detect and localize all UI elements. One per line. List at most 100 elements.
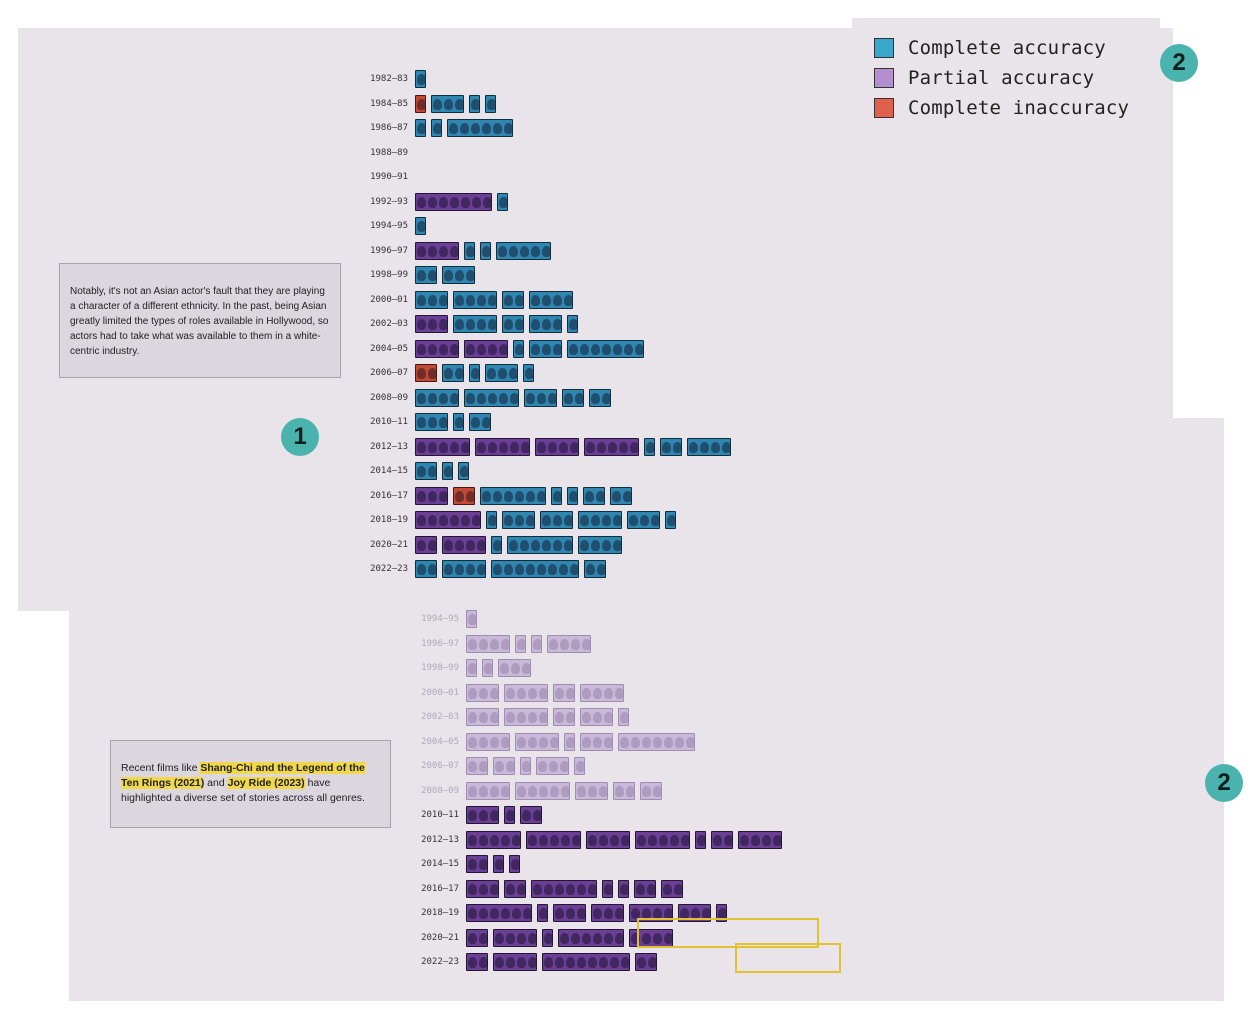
period-label: 2002–03 bbox=[421, 712, 459, 722]
film-cast-tile bbox=[513, 339, 524, 358]
actor-face-icon bbox=[468, 663, 476, 674]
actor-face-icon bbox=[653, 932, 662, 944]
actor-face-icon bbox=[495, 761, 504, 772]
actor-face-icon bbox=[466, 343, 475, 355]
film-cast-tile bbox=[415, 560, 437, 578]
actor-face-icon bbox=[631, 736, 640, 748]
film-cast-tile bbox=[567, 486, 578, 505]
highlight-box-joy-ride bbox=[735, 943, 841, 973]
actor-face-icon bbox=[477, 319, 486, 330]
actor-face-icon bbox=[511, 859, 519, 870]
actor-face-icon bbox=[602, 539, 611, 551]
film-cast-tile bbox=[493, 855, 504, 873]
film-cast-tile bbox=[431, 119, 442, 137]
actor-face-icon bbox=[588, 957, 597, 968]
actor-face-icon bbox=[417, 490, 426, 502]
film-cast-tile bbox=[529, 315, 562, 333]
actor-face-icon bbox=[468, 736, 477, 748]
actor-face-icon bbox=[520, 245, 529, 257]
film-cast-tile bbox=[504, 879, 526, 898]
actor-face-icon bbox=[576, 761, 584, 772]
film-cast-tile bbox=[415, 315, 448, 333]
actor-face-icon bbox=[484, 663, 492, 674]
actor-face-icon bbox=[544, 957, 553, 968]
actor-face-icon bbox=[526, 392, 535, 404]
actor-face-icon bbox=[604, 883, 612, 895]
actor-face-icon bbox=[517, 638, 525, 650]
actor-face-icon bbox=[522, 761, 530, 772]
actor-face-icon bbox=[566, 712, 574, 723]
actor-face-icon bbox=[612, 490, 621, 502]
actor-face-icon bbox=[506, 687, 515, 699]
actor-face-icon bbox=[615, 932, 623, 944]
period-label: 1992–93 bbox=[370, 196, 408, 207]
actor-face-icon bbox=[571, 932, 580, 944]
film-cast-tile bbox=[613, 781, 635, 800]
actor-face-icon bbox=[582, 932, 591, 944]
actor-face-icon bbox=[569, 490, 577, 502]
actor-face-icon bbox=[591, 515, 600, 526]
actor-face-icon bbox=[539, 712, 547, 723]
actor-face-icon bbox=[550, 834, 559, 846]
actor-face-icon bbox=[493, 539, 501, 551]
film-cast-tile bbox=[466, 732, 510, 751]
actor-face-icon bbox=[664, 932, 672, 944]
actor-face-icon bbox=[501, 908, 510, 919]
film-cast-tile bbox=[442, 364, 464, 382]
film-cast-tile bbox=[453, 315, 497, 333]
actor-face-icon bbox=[504, 490, 513, 502]
actor-face-icon bbox=[450, 196, 459, 208]
actor-face-icon bbox=[602, 392, 610, 404]
actor-face-icon bbox=[526, 490, 535, 502]
actor-face-icon bbox=[691, 908, 700, 919]
annotation-text: have highlighted a diverse set of storie… bbox=[121, 777, 365, 804]
actor-face-icon bbox=[490, 712, 498, 723]
actor-face-icon bbox=[604, 932, 613, 944]
actor-face-icon bbox=[466, 245, 474, 257]
actor-face-icon bbox=[417, 417, 426, 428]
actor-face-icon bbox=[479, 638, 488, 650]
actor-face-icon bbox=[555, 883, 564, 895]
actor-face-icon bbox=[724, 834, 732, 846]
actor-face-icon bbox=[642, 736, 651, 748]
film-cast-tile bbox=[687, 437, 731, 456]
actor-face-icon bbox=[439, 441, 448, 453]
film-cast-tile bbox=[415, 94, 426, 113]
actor-face-icon bbox=[553, 294, 562, 306]
actor-face-icon bbox=[517, 957, 526, 968]
actor-face-icon bbox=[526, 564, 535, 575]
period-label: 2018–19 bbox=[370, 515, 408, 525]
actor-face-icon bbox=[439, 392, 448, 404]
step-badge-2-top: 2 bbox=[1160, 44, 1198, 82]
actor-face-icon bbox=[455, 319, 464, 330]
actor-face-icon bbox=[461, 196, 470, 208]
actor-face-icon bbox=[577, 908, 585, 919]
actor-face-icon bbox=[553, 319, 561, 330]
actor-face-icon bbox=[450, 515, 459, 526]
film-cast-tile bbox=[537, 904, 548, 922]
actor-face-icon bbox=[586, 564, 595, 575]
actor-face-icon bbox=[471, 123, 480, 134]
actor-face-icon bbox=[515, 564, 524, 575]
film-cast-tile bbox=[567, 315, 578, 333]
actor-face-icon bbox=[640, 515, 649, 526]
actor-face-icon bbox=[555, 712, 564, 723]
legend-swatch bbox=[874, 68, 894, 88]
period-label: 1982–83 bbox=[370, 74, 408, 84]
actor-face-icon bbox=[580, 515, 589, 526]
actor-face-icon bbox=[509, 245, 518, 257]
actor-face-icon bbox=[613, 539, 621, 551]
actor-face-icon bbox=[477, 441, 486, 453]
actor-face-icon bbox=[542, 515, 551, 526]
actor-face-icon bbox=[537, 490, 545, 502]
actor-face-icon bbox=[588, 834, 597, 846]
actor-face-icon bbox=[466, 270, 474, 281]
actor-face-icon bbox=[493, 123, 502, 134]
actor-face-icon bbox=[428, 319, 437, 330]
actor-face-icon bbox=[564, 294, 572, 306]
actor-face-icon bbox=[648, 957, 656, 968]
actor-face-icon bbox=[433, 123, 441, 134]
period-label: 2020–21 bbox=[421, 932, 459, 943]
actor-face-icon bbox=[512, 908, 521, 919]
legend-item-partial: Partial accuracy bbox=[874, 67, 1094, 89]
